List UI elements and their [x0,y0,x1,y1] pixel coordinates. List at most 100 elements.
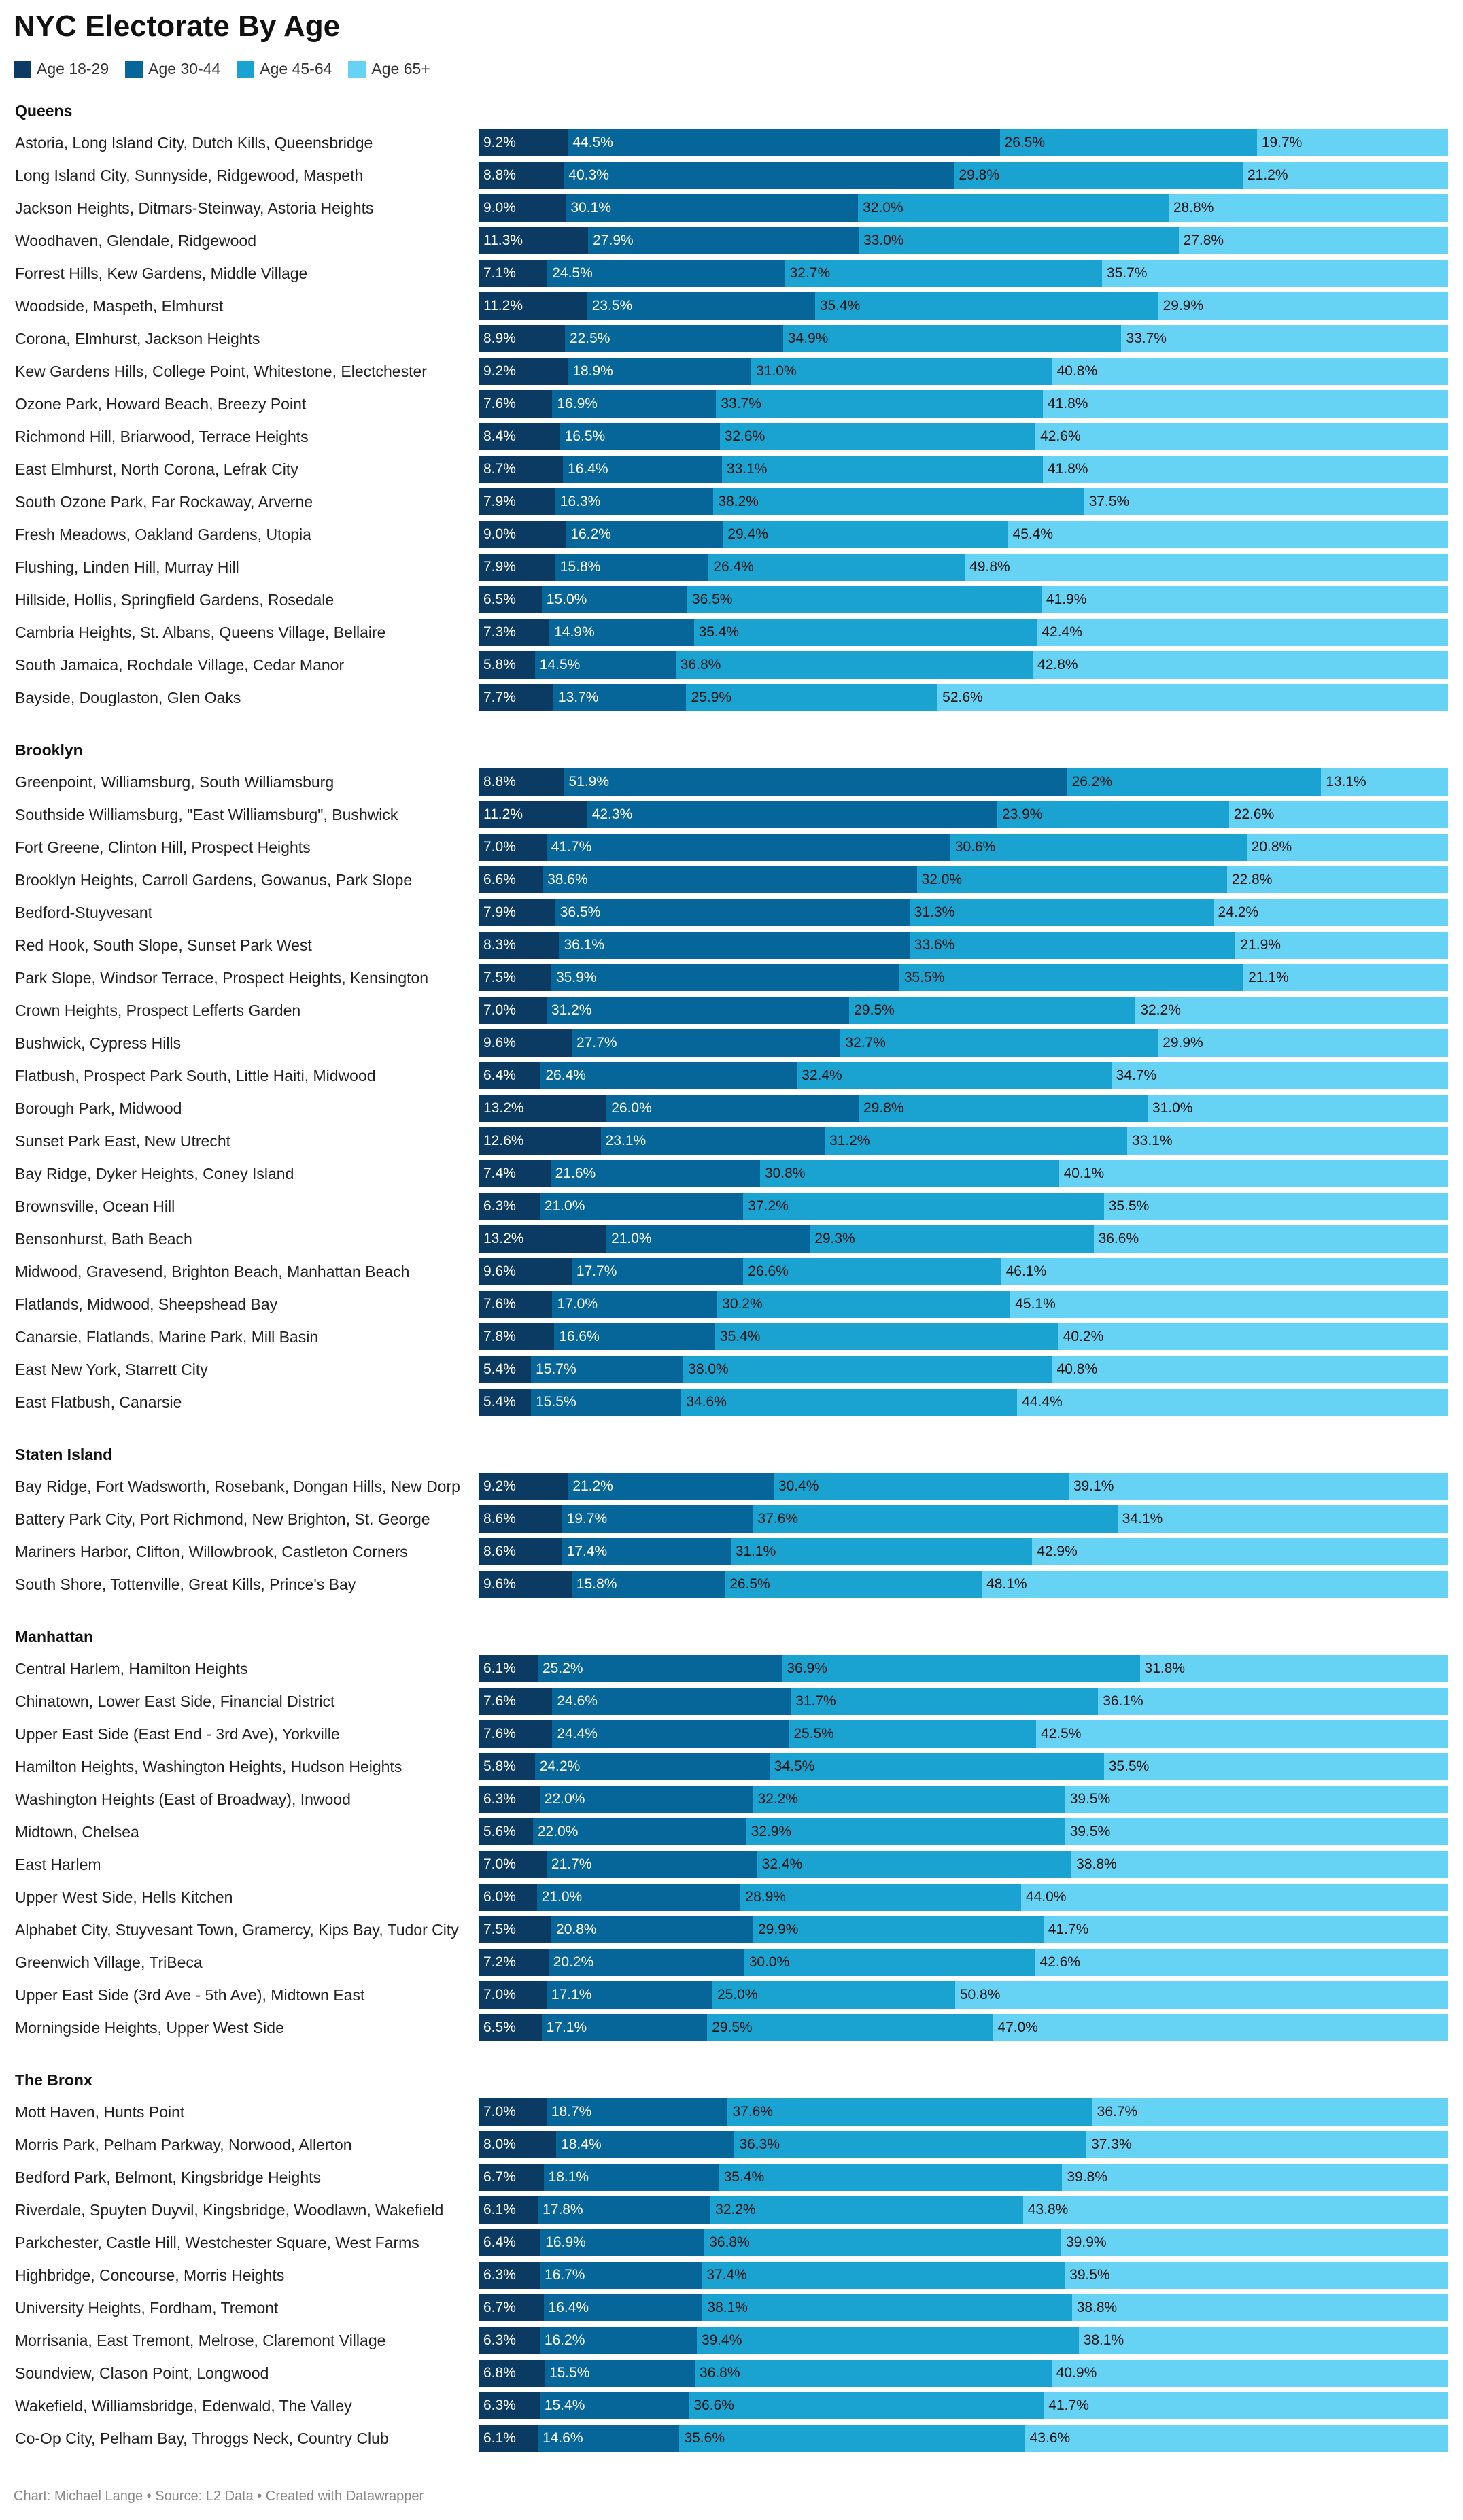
segment-45-64: 31.1% [730,1538,1033,1565]
stacked-bar: 11.2% 42.3% 23.9% 22.6% [479,801,1448,828]
segment-65-plus: 42.9% [1032,1538,1448,1565]
segment-65-plus: 37.3% [1086,2131,1448,2158]
segment-45-64: 29.3% [810,1225,1094,1253]
segment-45-64: 36.8% [675,651,1033,679]
segment-65-plus: 39.5% [1065,1786,1448,1813]
segment-30-44: 21.7% [546,1851,757,1878]
segment-30-44: 15.0% [541,586,687,613]
segment-45-64: 32.9% [746,1818,1065,1845]
segment-45-64: 31.0% [751,358,1052,385]
segment-30-44: 21.0% [539,1193,744,1220]
segment-45-64: 28.9% [740,1884,1021,1911]
segment-30-44: 17.8% [538,2196,711,2224]
stacked-bar: 6.1% 14.6% 35.6% 43.6% [479,2425,1448,2452]
segment-65-plus: 38.8% [1071,1851,1448,1878]
segment-30-44: 15.8% [555,554,709,581]
segment-65-plus: 40.8% [1052,358,1448,385]
segment-45-64: 37.6% [753,1505,1118,1533]
stacked-bar: 8.7% 16.4% 33.1% 41.8% [479,456,1448,483]
segment-18-29: 6.1% [479,2425,538,2452]
segment-18-29: 11.3% [479,227,589,254]
stacked-bar: 6.3% 16.7% 37.4% 39.5% [479,2262,1448,2289]
row-label: Upper West Side, Hells Kitchen [15,1888,233,1906]
segment-18-29: 7.1% [479,260,548,287]
segment-65-plus: 42.8% [1033,651,1448,679]
segment-18-29: 7.7% [479,684,553,711]
segment-18-29: 7.6% [479,390,553,418]
segment-65-plus: 34.1% [1117,1505,1448,1533]
segment-45-64: 32.6% [719,423,1036,450]
segment-65-plus: 31.8% [1139,1655,1448,1682]
row-label: Bedford-Stuyvesant [15,904,153,921]
segment-30-44: 23.1% [600,1127,825,1155]
segment-30-44: 23.5% [587,292,815,320]
stacked-bar: 7.5% 20.8% 29.9% 41.7% [479,1916,1448,1943]
row-label: Alphabet City, Stuyvesant Town, Gramercy… [15,1921,459,1939]
segment-18-29: 5.8% [479,1753,535,1780]
segment-18-29: 7.6% [479,1720,553,1748]
segment-18-29: 6.4% [479,2229,541,2256]
segment-45-64: 25.0% [712,1981,955,2009]
segment-45-64: 38.2% [713,488,1084,515]
segment-65-plus: 41.8% [1042,390,1448,418]
segment-30-44: 51.9% [564,768,1067,796]
segment-30-44: 24.6% [552,1688,791,1715]
row-label: Mariners Harbor, Clifton, Willowbrook, C… [15,1543,408,1561]
segment-30-44: 16.7% [539,2262,702,2289]
segment-45-64: 35.4% [719,2164,1063,2191]
segment-30-44: 16.2% [566,521,723,548]
segment-18-29: 9.6% [479,1029,572,1057]
segment-45-64: 37.6% [727,2098,1092,2126]
stacked-bar: 9.6% 15.8% 26.5% 48.1% [479,1571,1448,1598]
segment-65-plus: 49.8% [965,554,1448,581]
stacked-bar: 7.7% 13.7% 25.9% 52.6% [479,684,1448,711]
segment-18-29: 6.1% [479,1655,538,1682]
stacked-bar: 7.0% 41.7% 30.6% 20.8% [479,834,1448,861]
segment-65-plus: 48.1% [982,1571,1448,1598]
segment-65-plus: 29.9% [1158,1029,1448,1057]
segment-45-64: 30.6% [950,834,1247,861]
segment-18-29: 6.7% [479,2294,544,2321]
stacked-bar: 7.6% 16.9% 33.7% 41.8% [479,390,1448,418]
segment-65-plus: 31.0% [1147,1095,1448,1122]
segment-30-44: 35.9% [551,964,899,991]
segment-45-64: 37.2% [743,1193,1104,1220]
segment-65-plus: 36.6% [1093,1225,1448,1253]
segment-65-plus: 41.9% [1041,586,1448,613]
row-label: Upper East Side (East End - 3rd Ave), Yo… [15,1725,340,1743]
segment-30-44: 27.9% [588,227,859,254]
segment-45-64: 31.3% [909,899,1214,926]
row-label: Flatbush, Prospect Park South, Little Ha… [15,1067,376,1085]
section-title: Staten Island [15,1446,113,1463]
stacked-bar: 7.4% 21.6% 30.8% 40.1% [479,1160,1448,1187]
segment-45-64: 35.5% [899,964,1244,991]
segment-18-29: 5.4% [479,1389,532,1416]
segment-65-plus: 33.1% [1126,1127,1448,1155]
row-label: East Flatbush, Canarsie [15,1393,182,1411]
segment-30-44: 20.2% [548,1949,744,1976]
segment-45-64: 35.4% [693,619,1037,646]
segment-65-plus: 22.8% [1226,866,1448,893]
segment-45-64: 36.9% [782,1655,1140,1682]
segment-45-64: 34.5% [769,1753,1104,1780]
segment-30-44: 14.6% [538,2425,680,2452]
segment-18-29: 11.2% [479,292,587,320]
row-label: Bensonhurst, Bath Beach [15,1230,192,1248]
segment-65-plus: 52.6% [937,684,1448,711]
segment-45-64: 32.2% [710,2196,1023,2224]
segment-18-29: 9.6% [479,1571,572,1598]
segment-65-plus: 39.9% [1061,2229,1448,2256]
stacked-bar: 8.3% 36.1% 33.6% 21.9% [479,932,1448,959]
row-label: East Harlem [15,1856,101,1873]
segment-30-44: 40.3% [564,162,954,189]
segment-18-29: 6.3% [479,2392,540,2419]
stacked-bar: 5.4% 15.5% 34.6% 44.4% [479,1389,1448,1416]
segment-30-44: 24.5% [547,260,785,287]
segment-65-plus: 39.1% [1068,1473,1448,1500]
stacked-bar: 6.3% 21.0% 37.2% 35.5% [479,1193,1448,1220]
row-label: East Elmhurst, North Corona, Lefrak City [15,460,298,478]
segment-18-29: 8.3% [479,932,560,959]
row-label: Kew Gardens Hills, College Point, Whites… [15,362,427,380]
segment-18-29: 11.2% [479,801,587,828]
row-label: Red Hook, South Slope, Sunset Park West [15,936,312,954]
